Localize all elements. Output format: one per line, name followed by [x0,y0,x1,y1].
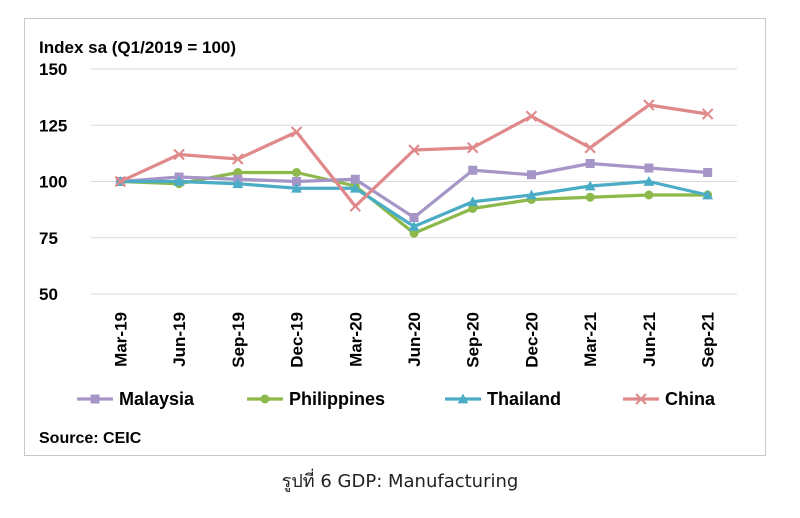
legend-marker [90,394,100,404]
series-line [120,161,708,220]
legend-label: Thailand [487,389,561,409]
data-point [644,190,654,200]
legend-item-thailand: Thailand [445,389,561,409]
data-point [703,168,713,177]
data-point [584,180,596,191]
data-point [290,126,303,138]
data-point [585,159,595,168]
data-point [349,182,361,193]
data-point [526,170,536,180]
data-point [584,142,596,154]
legend-label: Philippines [289,389,385,409]
y-tick-label: 75 [39,229,58,248]
x-tick-label: Sep-21 [699,312,718,368]
legend: Malaysia Philippines Thailand China [77,389,716,409]
legend-marker [260,394,270,404]
y-tick-label: 125 [39,116,67,135]
data-point [468,165,478,175]
line-chart: Index sa (Q1/2019 = 100) 50 75 100 125 150 M… [39,38,737,447]
data-point [702,189,714,200]
series-thailand [114,176,714,231]
legend-item-philippines: Philippines [247,389,385,409]
y-tick-label: 50 [39,285,58,304]
data-point [467,196,479,207]
data-point [349,200,361,212]
data-point [408,221,420,231]
chart-frame: Index sa (Q1/2019 = 100) 50 75 100 125 150 M… [24,18,766,456]
y-axis-title: Index sa (Q1/2019 = 100) [39,38,236,57]
data-point [409,228,419,238]
x-tick-label: Mar-21 [581,312,600,367]
data-point [232,178,244,189]
data-point [585,192,595,202]
data-point [701,108,714,120]
data-point [468,204,478,213]
x-tick-labels: Mar-19 Jun-19 Sep-19 Dec-19 Mar-20 Jun-20 Sep-… [111,312,717,368]
x-tick-label: Mar-20 [346,312,365,367]
legend-item-malaysia: Malaysia [77,389,195,409]
series-malaysia [115,159,713,222]
series-china [114,99,714,212]
figure-caption: รูปที่ 6 GDP: Manufacturing [281,471,519,492]
x-tick-label: Sep-20 [464,312,483,368]
source-note: Source: CEIC [39,430,142,447]
data-point [408,144,420,156]
data-point [232,153,244,165]
legend-marker [457,393,469,404]
x-tick-label: Jun-20 [405,312,424,367]
data-point [644,163,654,173]
x-tick-label: Mar-19 [111,312,130,367]
data-point [643,99,655,111]
data-point [350,174,360,184]
data-point [173,148,185,161]
data-point [526,189,537,200]
data-point [173,176,185,186]
data-point [643,176,655,186]
x-tick-label: Jun-21 [640,312,659,367]
legend-label: China [665,389,716,409]
series-layer [114,99,714,238]
x-tick-label: Dec-20 [522,312,541,368]
y-tick-label: 100 [39,173,67,192]
legend-item-china: China [623,389,716,409]
legend-label: Malaysia [119,389,195,409]
x-tick-label: Sep-19 [229,312,248,368]
data-point [292,168,302,177]
x-tick-label: Dec-19 [288,312,307,368]
x-tick-label: Jun-19 [170,312,189,367]
data-point [292,177,302,186]
y-tick-labels: 50 75 100 125 150 [39,60,67,304]
series-line [119,103,708,208]
data-point [467,142,479,154]
data-point [114,175,127,188]
y-tick-label: 150 [39,60,67,79]
legend-marker [635,393,647,405]
data-point [409,213,419,222]
data-point [525,110,538,122]
data-point [291,182,302,193]
